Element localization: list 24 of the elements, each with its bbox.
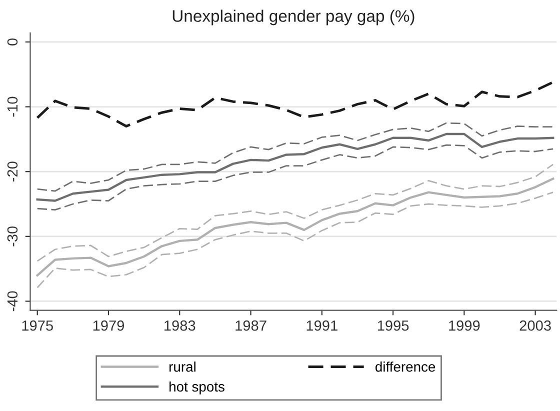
x-tick-label: 1975 xyxy=(22,320,53,331)
line-series xyxy=(36,192,554,288)
line-series xyxy=(36,80,554,128)
x-tick-label: 1983 xyxy=(164,320,196,331)
y-tick-label: -30 xyxy=(7,226,18,246)
line-series xyxy=(36,122,554,192)
chart-title: Unexplained gender pay gap (%) xyxy=(172,10,414,26)
y-tick-label: -10 xyxy=(7,96,18,117)
x-tick-label: 1987 xyxy=(236,320,266,331)
x-tick-label: 1991 xyxy=(306,320,338,331)
legend-label: hot spots xyxy=(170,381,224,394)
line-series xyxy=(36,164,554,262)
x-tick-label: 2003 xyxy=(520,320,551,331)
legend-label: difference xyxy=(376,362,436,372)
x-tick-label: 1995 xyxy=(378,320,409,331)
line-series xyxy=(36,178,554,276)
legend-label: rural xyxy=(170,362,196,372)
x-tick-label: 1979 xyxy=(93,320,124,331)
line-series xyxy=(36,132,554,202)
y-tick-label: 0 xyxy=(7,38,18,46)
y-tick-label: -20 xyxy=(7,162,18,182)
x-tick-label: 1999 xyxy=(449,320,480,331)
line-series xyxy=(36,144,554,211)
y-tick-label: -40 xyxy=(7,291,18,312)
